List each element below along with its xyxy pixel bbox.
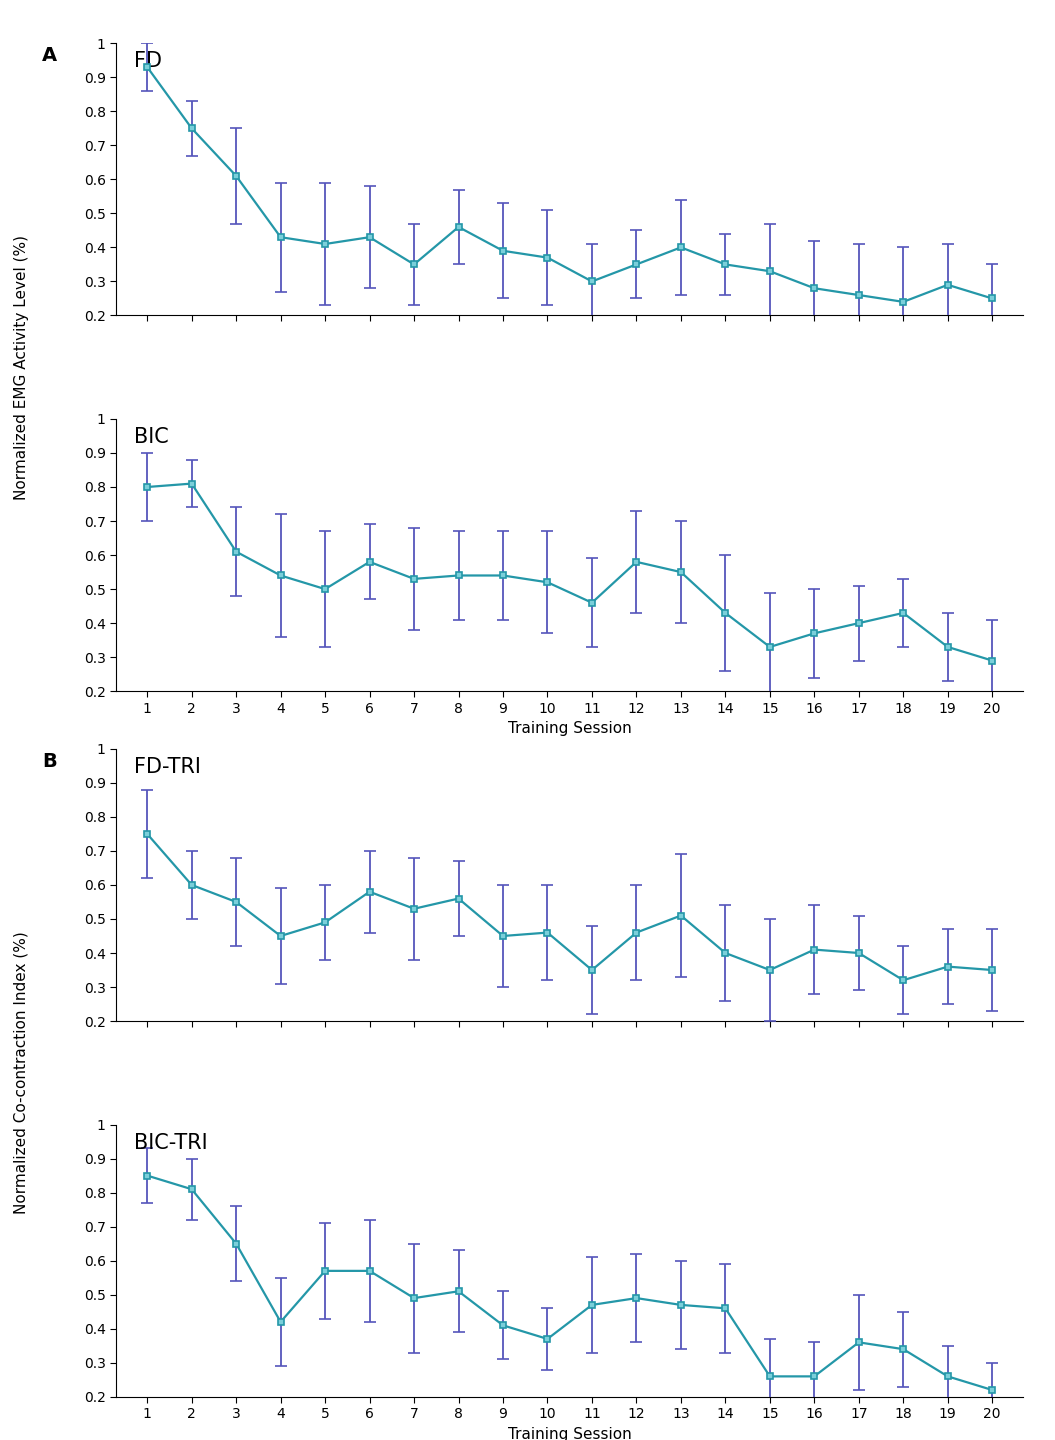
X-axis label: Training Session: Training Session bbox=[507, 721, 632, 736]
Text: FD-TRI: FD-TRI bbox=[134, 757, 202, 778]
Text: Normalized Co-contraction Index (%): Normalized Co-contraction Index (%) bbox=[14, 932, 28, 1214]
X-axis label: Training Session: Training Session bbox=[507, 1427, 632, 1440]
Text: A: A bbox=[42, 46, 57, 65]
Text: Normalized EMG Activity Level (%): Normalized EMG Activity Level (%) bbox=[14, 235, 28, 500]
Text: BIC: BIC bbox=[134, 428, 169, 446]
Text: BIC-TRI: BIC-TRI bbox=[134, 1133, 208, 1152]
Text: FD: FD bbox=[134, 52, 162, 72]
Text: B: B bbox=[42, 752, 57, 770]
